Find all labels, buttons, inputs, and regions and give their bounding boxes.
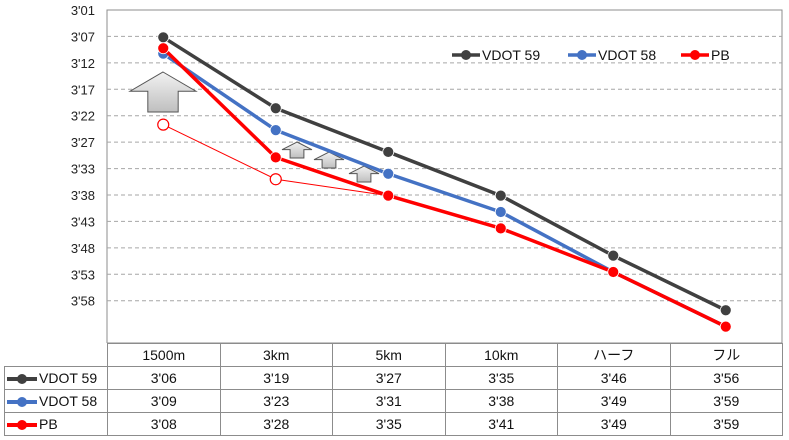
up-arrow-icon <box>348 165 380 183</box>
data-point <box>494 206 507 218</box>
table-header-cell: ハーフ <box>557 343 671 367</box>
table-row-head: PB <box>4 412 108 436</box>
table-row-vdot58: VDOT 58 3'09 3'23 3'31 3'38 3'49 3'59 <box>4 389 783 413</box>
y-tick-label: 3'58 <box>71 294 95 309</box>
data-point <box>719 320 732 333</box>
table-cell: 3'38 <box>444 389 558 413</box>
table-header-cell: 5km <box>332 343 446 367</box>
y-tick-label: 3'33 <box>71 162 95 177</box>
table-header-cell: フル <box>669 343 783 367</box>
data-point <box>269 151 282 164</box>
series-line <box>162 35 727 312</box>
y-tick-label: 3'07 <box>71 29 95 44</box>
legend-label: VDOT 59 <box>482 47 540 63</box>
legend-marker <box>577 50 587 60</box>
series-name: VDOT 59 <box>39 370 98 386</box>
table-row-pb: PB 3'08 3'28 3'35 3'41 3'49 3'59 <box>4 412 783 436</box>
legend: VDOT 59 VDOT 58 PB <box>452 47 730 63</box>
series-group <box>157 31 732 333</box>
table-cell: 3'35 <box>444 366 558 390</box>
table-row-head: VDOT 59 <box>4 366 108 390</box>
data-point <box>382 189 395 202</box>
table-cell: 3'56 <box>669 366 783 390</box>
table-row-vdot59: VDOT 59 3'06 3'19 3'27 3'35 3'46 3'56 <box>4 366 783 390</box>
y-tick-label: 3'43 <box>71 214 95 229</box>
data-point <box>494 222 507 235</box>
series-swatch <box>7 374 37 385</box>
legend-marker <box>461 50 471 60</box>
data-point <box>157 42 170 55</box>
data-table: 1500m 3km 5km 10km ハーフ フル VDOT 59 3'06 3… <box>4 343 783 436</box>
up-arrow-icon <box>313 151 345 169</box>
y-tick-label: 3'17 <box>71 82 95 97</box>
table-cell: 3'23 <box>219 389 333 413</box>
table-cell: 3'06 <box>107 366 221 390</box>
data-point <box>607 266 620 278</box>
table-cell: 3'31 <box>332 389 446 413</box>
annotations <box>128 71 389 197</box>
table-corner <box>4 343 108 367</box>
grid-lines <box>107 35 782 302</box>
up-arrow-icon <box>281 141 313 159</box>
data-point <box>382 146 395 158</box>
series-name: VDOT 58 <box>39 393 98 409</box>
legend-label: VDOT 58 <box>598 47 656 63</box>
y-tick-label: 3'38 <box>71 188 95 203</box>
table-cell: 3'46 <box>557 366 671 390</box>
hollow-point <box>269 173 282 186</box>
y-axis-ticks: 3'01 3'07 3'12 3'17 3'22 3'27 3'33 3'38 3'43 3'48… <box>71 3 95 309</box>
table-cell: 3'28 <box>219 412 333 436</box>
legend-marker <box>690 50 700 60</box>
table-cell: 3'09 <box>107 389 221 413</box>
y-tick-label: 3'01 <box>71 3 95 18</box>
data-point <box>269 124 282 136</box>
data-point <box>719 304 732 317</box>
series-line <box>162 46 727 329</box>
data-point <box>157 31 170 44</box>
data-point <box>494 189 507 202</box>
y-tick-label: 3'12 <box>71 56 95 71</box>
table-header-cell: 10km <box>444 343 558 367</box>
data-point <box>269 102 282 115</box>
up-arrow-icon <box>128 71 198 113</box>
data-point <box>607 249 620 262</box>
plot-area <box>106 9 783 343</box>
table-cell: 3'49 <box>557 389 671 413</box>
table-cell: 3'59 <box>669 389 783 413</box>
series-name: PB <box>39 416 58 432</box>
series-swatch <box>7 397 37 408</box>
table-cell: 3'49 <box>557 412 671 436</box>
table-cell: 3'35 <box>332 412 446 436</box>
table-cell: 3'08 <box>107 412 221 436</box>
data-point <box>382 167 395 180</box>
table-cell: 3'19 <box>219 366 333 390</box>
table-cell: 3'27 <box>332 366 446 390</box>
table-cell: 3'41 <box>444 412 558 436</box>
y-tick-label: 3'27 <box>71 135 95 150</box>
hollow-point <box>157 118 170 131</box>
pace-chart: 3'01 3'07 3'12 3'17 3'22 3'27 3'33 3'38 3'43 3'48… <box>71 3 783 343</box>
y-tick-label: 3'22 <box>71 109 95 124</box>
series-swatch <box>7 420 37 431</box>
table-header-cell: 3km <box>219 343 333 367</box>
table-header-cell: 1500m <box>107 343 221 367</box>
table-row-head: VDOT 58 <box>4 389 108 413</box>
legend-label: PB <box>711 47 730 63</box>
table-cell: 3'59 <box>669 412 783 436</box>
y-tick-label: 3'48 <box>71 241 95 256</box>
y-tick-label: 3'53 <box>71 267 95 282</box>
table-header-row: 1500m 3km 5km 10km ハーフ フル <box>4 343 783 367</box>
